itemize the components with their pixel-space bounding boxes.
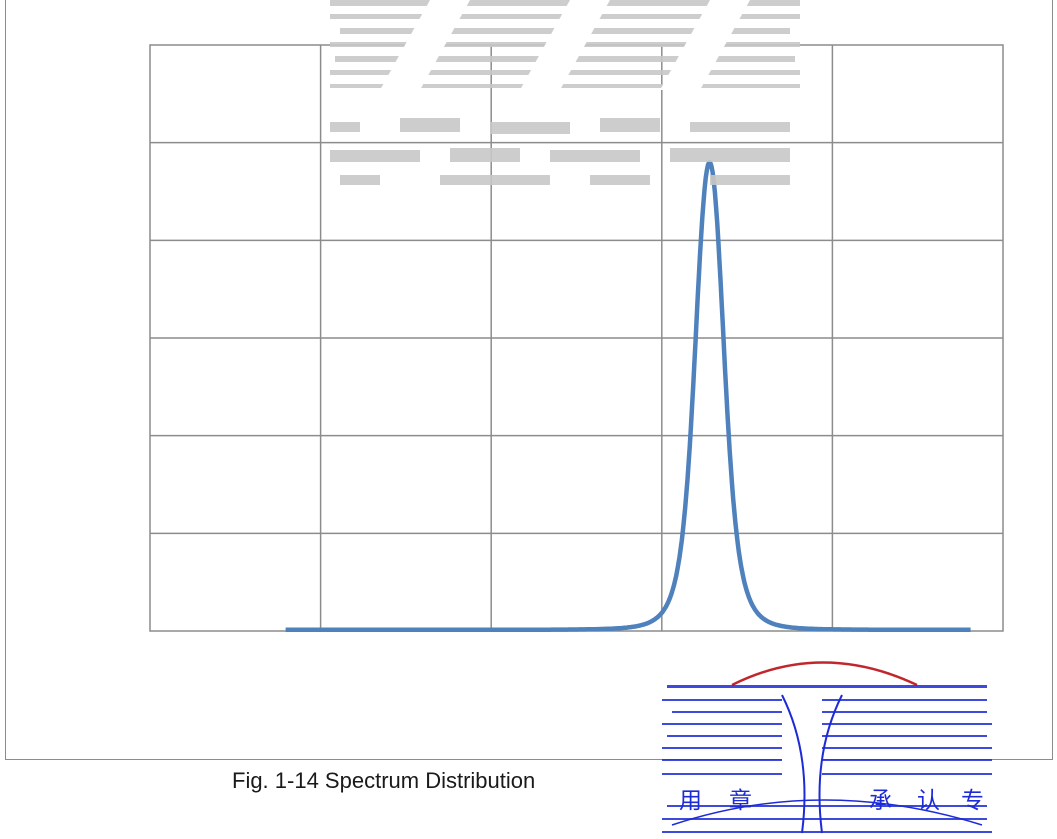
figure-caption: Fig. 1-14 Spectrum Distribution [232, 768, 535, 794]
seal-char: 专 [961, 781, 984, 815]
seal-char: 认 [917, 781, 940, 815]
series-layer [286, 162, 971, 629]
watermark-graphic [330, 0, 800, 200]
seal-char: 章 [729, 781, 752, 815]
seal-char: 承 [869, 781, 892, 815]
spectrum-series-line [286, 162, 971, 629]
seal-stamp-graphic [662, 655, 992, 835]
seal-char: 用 [679, 781, 702, 815]
